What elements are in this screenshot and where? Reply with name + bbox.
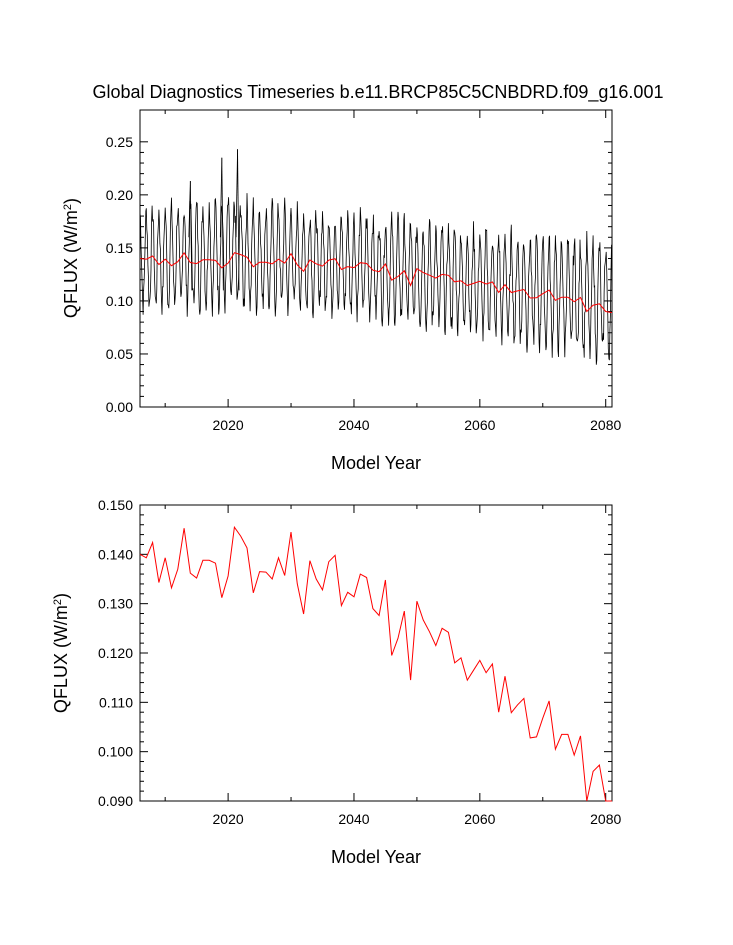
y-tick-label: 0.120: [98, 645, 133, 661]
y-label-base: QFLUX (W/m: [61, 210, 81, 318]
monthly-line: [139, 193, 612, 365]
y-label-close: ): [61, 198, 81, 204]
y-label-close: ): [51, 593, 71, 599]
axis-ticks: 2020 2040 2060 2080 0.00 0.05 0.10 0.15 0.20 0.25: [106, 110, 621, 433]
y-tick-label: 0.05: [106, 346, 133, 362]
monthly-panel: 2020 2040 2060 2080 0.00 0.05 0.10 0.15 0.20 0.25…: [61, 109, 621, 473]
annual-panel: 2020 2040 2060 2080 0.090 0.100 0.110 0.120 0.13…: [51, 497, 621, 867]
y-label-sup: 2: [62, 204, 74, 210]
y-axis-label: QFLUX (W/m2): [51, 593, 71, 713]
y-tick-label: 0.100: [98, 744, 133, 760]
x-tick-label: 2020: [213, 417, 244, 433]
y-tick-label: 0.00: [106, 399, 133, 415]
y-tick-label: 0.25: [106, 134, 133, 150]
y-tick-label: 0.090: [98, 793, 133, 809]
annual-mean-line: [139, 252, 613, 314]
x-tick-label: 2080: [590, 811, 621, 827]
y-label-base: QFLUX (W/m: [51, 605, 71, 713]
monthly-peak: [189, 181, 193, 291]
y-tick-label: 0.150: [98, 497, 133, 513]
x-tick-label: 2060: [464, 417, 495, 433]
annual-mean-line: [139, 525, 612, 802]
x-tick-label: 2020: [213, 811, 244, 827]
y-tick-label: 0.15: [106, 240, 133, 256]
y-tick-label: 0.140: [98, 546, 133, 562]
y-tick-label: 0.20: [106, 187, 133, 203]
y-axis-label: QFLUX (W/m2): [61, 198, 81, 318]
plot-frame: [139, 504, 613, 802]
x-tick-label: 2080: [590, 417, 621, 433]
x-axis-label: Model Year: [331, 453, 421, 473]
y-tick-label: 0.110: [99, 694, 133, 710]
plot-lines: [139, 149, 613, 365]
axis-ticks: 2020 2040 2060 2080 0.090 0.100 0.110 0.120 0.13…: [98, 497, 622, 827]
x-tick-label: 2040: [338, 811, 369, 827]
plot-lines: [139, 525, 612, 802]
y-tick-label: 0.130: [98, 596, 133, 612]
monthly-peak: [221, 157, 224, 291]
monthly-peak: [235, 149, 238, 238]
y-tick-label: 0.10: [106, 293, 133, 309]
chart-title: Global Diagnostics Timeseries b.e11.BRCP…: [93, 82, 664, 103]
x-tick-label: 2040: [338, 417, 369, 433]
y-label-sup: 2: [52, 599, 64, 605]
x-tick-label: 2060: [464, 811, 495, 827]
monthly-peak: [237, 149, 240, 291]
x-axis-label: Model Year: [331, 847, 421, 867]
